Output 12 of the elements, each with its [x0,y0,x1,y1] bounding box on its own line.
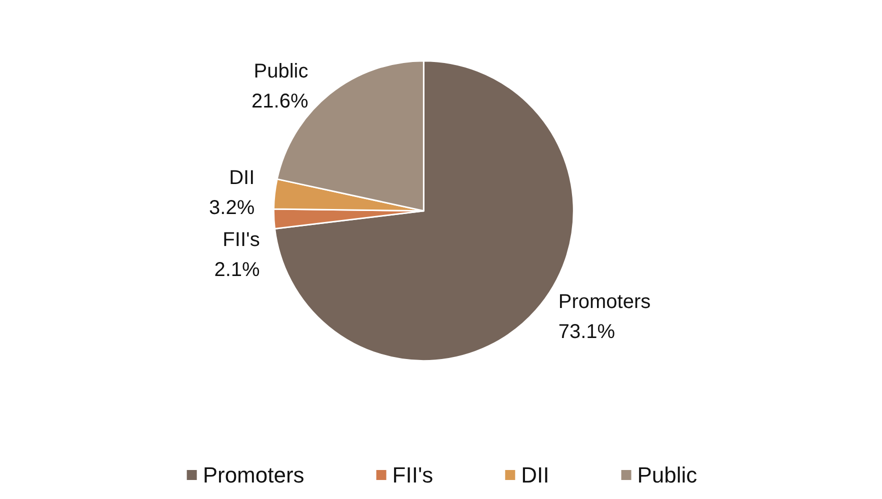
data-label: 73.1% [558,321,616,344]
slice-label: FII's [222,228,260,251]
legend-label: FII's [392,462,434,488]
slice-label: Promoters [558,291,651,314]
legend-label: DII [521,462,550,488]
legend-label: Public [637,462,698,488]
slice-label: Public [254,60,308,82]
legend-label: Promoters [202,462,304,488]
data-label: 21.6% [252,90,308,112]
data-label: 3.2% [209,196,255,219]
slice-label: DII [229,166,255,189]
data-label: 2.1% [214,258,260,281]
